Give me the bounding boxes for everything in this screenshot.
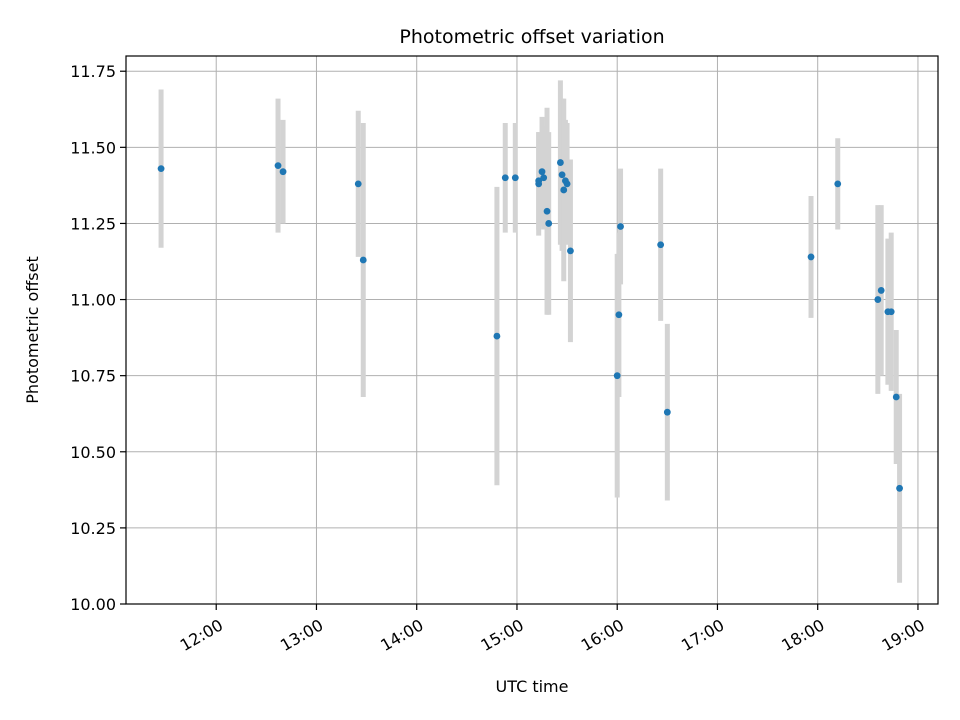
data-point	[567, 247, 574, 255]
data-point	[874, 296, 882, 303]
data-point	[892, 393, 900, 401]
data-point	[359, 256, 367, 264]
data-point	[613, 372, 621, 380]
x-axis-title: UTC time	[496, 677, 569, 696]
data-point	[615, 311, 623, 319]
y-axis-title: Photometric offset	[23, 256, 42, 404]
data-point	[354, 180, 362, 188]
data-point	[274, 162, 282, 170]
data-point	[617, 223, 624, 230]
data-point	[545, 220, 553, 227]
plot-frame	[125, 55, 939, 605]
data-point	[657, 241, 665, 249]
y-tick-label: 11.75	[70, 62, 116, 81]
data-point	[279, 168, 287, 176]
data-point	[511, 174, 519, 182]
data-points	[157, 159, 903, 492]
data-point	[543, 207, 551, 215]
data-point	[563, 180, 571, 188]
y-tick-label: 10.00	[70, 595, 116, 614]
data-point	[896, 484, 903, 492]
data-point	[834, 180, 842, 188]
y-tick-label: 10.50	[70, 443, 116, 462]
data-point	[558, 171, 566, 179]
data-point	[538, 168, 546, 176]
y-tick-label: 10.75	[70, 367, 116, 386]
data-point	[501, 174, 509, 182]
data-point	[560, 186, 568, 194]
y-tick-label: 11.25	[70, 214, 116, 233]
data-point	[807, 253, 815, 261]
chart-title: Photometric offset variation	[399, 26, 664, 48]
data-point	[535, 177, 543, 185]
data-point	[493, 332, 501, 340]
data-point	[540, 174, 548, 182]
data-point	[663, 408, 671, 416]
y-tick-label: 11.00	[70, 291, 116, 310]
y-tick-label: 10.25	[70, 519, 116, 538]
data-point	[877, 287, 885, 294]
data-point	[887, 308, 895, 316]
data-point	[157, 165, 165, 173]
data-point	[557, 159, 564, 166]
y-tick-label: 11.50	[70, 138, 116, 157]
